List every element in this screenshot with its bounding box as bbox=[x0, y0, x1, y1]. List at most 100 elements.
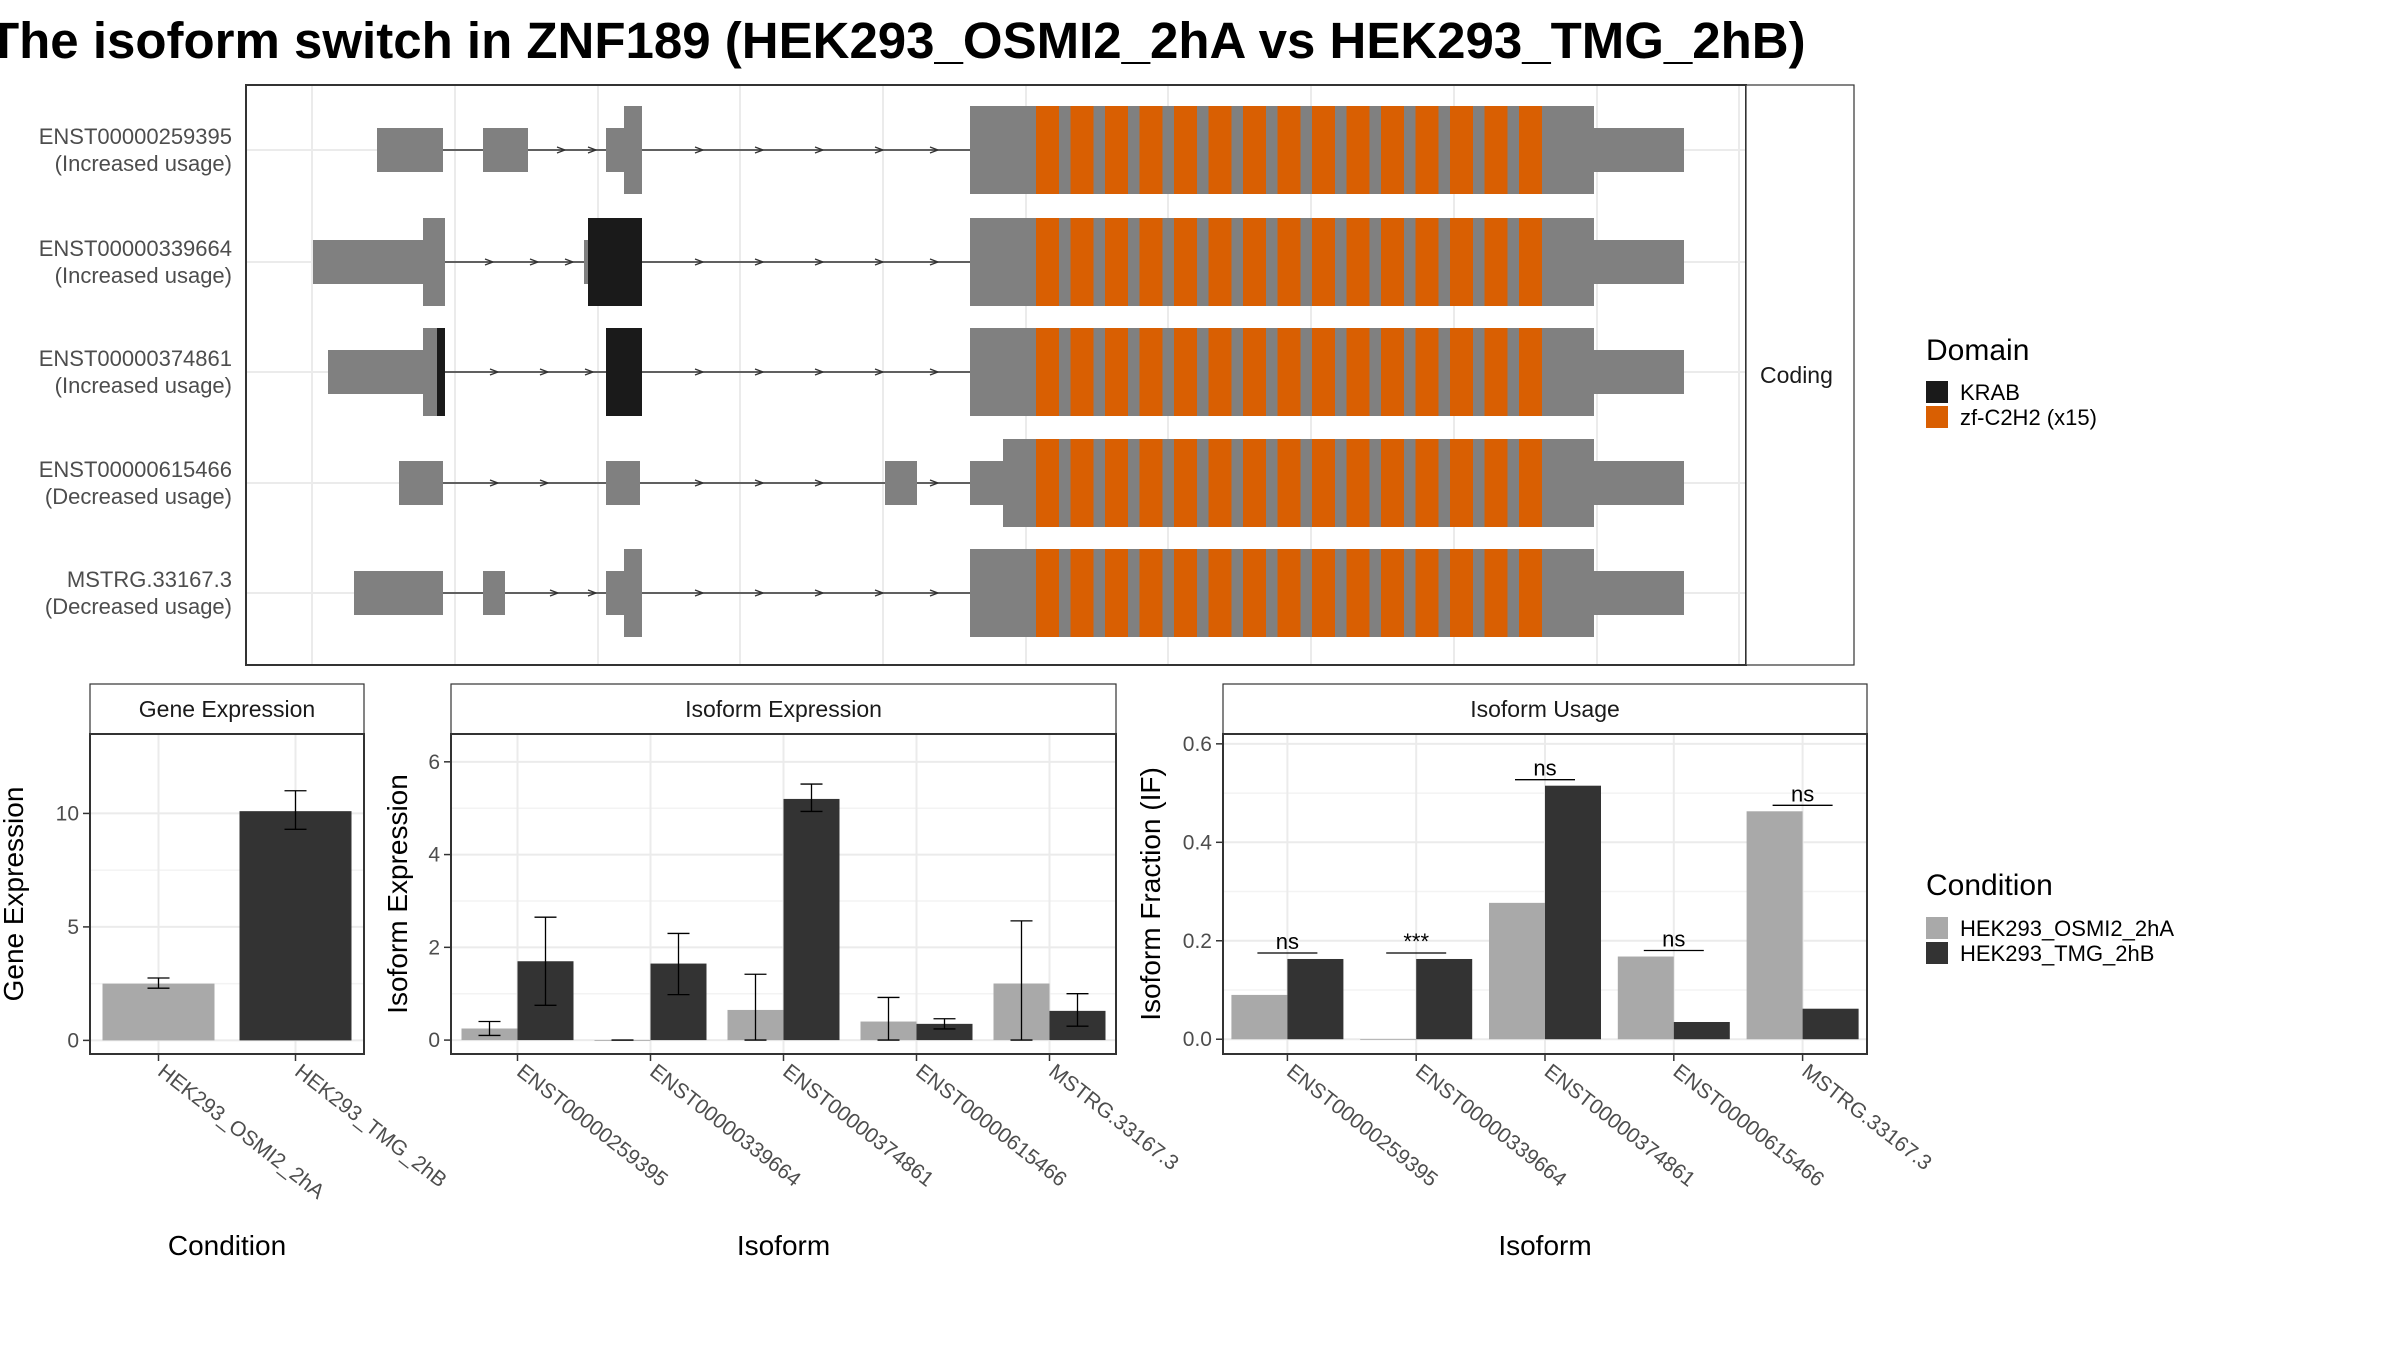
intron-arrow bbox=[556, 146, 567, 154]
significance-label: ns bbox=[1791, 781, 1814, 806]
intron-arrow bbox=[929, 368, 940, 376]
cds-exon bbox=[970, 328, 1034, 416]
intron-arrow bbox=[754, 479, 765, 487]
zf-c2h2-domain bbox=[1139, 549, 1163, 637]
zf-c2h2-domain bbox=[1484, 439, 1508, 527]
intron-arrow bbox=[874, 258, 885, 266]
zf-c2h2-domain bbox=[1415, 218, 1439, 306]
zf-c2h2-domain bbox=[1484, 328, 1508, 416]
zf-c2h2-domain bbox=[1346, 106, 1370, 194]
zf-c2h2-domain bbox=[1484, 106, 1508, 194]
zf-c2h2-domain bbox=[1277, 549, 1301, 637]
utr-exon bbox=[606, 461, 640, 505]
condition-legend-title: Condition bbox=[1926, 869, 2053, 902]
zf-c2h2-domain bbox=[1381, 439, 1404, 527]
zf-c2h2-domain bbox=[1519, 106, 1542, 194]
zf-c2h2-domain bbox=[1243, 549, 1266, 637]
zf-c2h2-domain bbox=[1105, 218, 1128, 306]
isoform-status-label: (Increased usage) bbox=[55, 263, 232, 288]
legend-cond2-label: HEK293_TMG_2hB bbox=[1960, 941, 2154, 966]
significance-label: ns bbox=[1662, 927, 1685, 952]
bar-HEK293_OSMI2_2hA bbox=[102, 983, 215, 1041]
utr-exon bbox=[1594, 350, 1684, 394]
zf-c2h2-domain bbox=[1036, 328, 1059, 416]
zf-c2h2-domain bbox=[1450, 218, 1473, 306]
legend-zf-label: zf-C2H2 (x15) bbox=[1960, 405, 2097, 430]
x-tick-label: MSTRG.33167.3 bbox=[1044, 1060, 1182, 1175]
krab-domain bbox=[606, 328, 642, 416]
intron-arrow bbox=[484, 258, 495, 266]
y-tick-label: 10 bbox=[56, 802, 79, 825]
condition-legend: Condition HEK293_OSMI2_2hA HEK293_TMG_2h… bbox=[1926, 869, 2174, 966]
utr-exon bbox=[1594, 240, 1684, 284]
zf-c2h2-domain bbox=[1277, 106, 1301, 194]
zf-c2h2-domain bbox=[1381, 218, 1404, 306]
y-tick-label: 2 bbox=[428, 936, 440, 959]
figure-title: The isoform switch in ZNF189 (HEK293_OSM… bbox=[0, 12, 1806, 69]
zf-c2h2-domain bbox=[1139, 328, 1163, 416]
intron-arrow bbox=[489, 479, 500, 487]
utr-exon bbox=[313, 240, 433, 284]
bar-ENST00000259395 bbox=[1287, 958, 1344, 1040]
isoform-status-label: (Decreased usage) bbox=[45, 484, 232, 509]
x-axis-label: Condition bbox=[168, 1230, 286, 1261]
isoform-structure-ENST00000374861 bbox=[328, 328, 1684, 416]
y-axis-label: Isoform Fraction (IF) bbox=[1135, 767, 1166, 1021]
zf-c2h2-domain bbox=[1312, 439, 1335, 527]
utr-exon bbox=[483, 571, 505, 615]
zf-c2h2-domain bbox=[1450, 328, 1473, 416]
intron-arrow bbox=[929, 479, 940, 487]
zf-c2h2-domain bbox=[1070, 549, 1094, 637]
intron-arrow bbox=[539, 368, 550, 376]
zf-c2h2-domain bbox=[1174, 106, 1197, 194]
legend-cond1-label: HEK293_OSMI2_2hA bbox=[1960, 916, 2174, 941]
y-tick-label: 0.4 bbox=[1183, 831, 1213, 854]
zf-c2h2-domain bbox=[1174, 218, 1197, 306]
intron-arrow bbox=[874, 589, 885, 597]
intron-arrow bbox=[529, 258, 540, 266]
coding-strip bbox=[1745, 84, 1855, 666]
cds-exon bbox=[970, 218, 1034, 306]
x-tick-label: HEK293_TMG_2hB bbox=[290, 1060, 450, 1192]
zf-c2h2-domain bbox=[1070, 218, 1094, 306]
y-axis-label: Gene Expression bbox=[0, 787, 29, 1002]
bar-ENST00000615466 bbox=[1673, 1022, 1730, 1040]
krab-domain bbox=[588, 218, 642, 306]
zf-c2h2-domain bbox=[1208, 439, 1232, 527]
krab-domain bbox=[437, 328, 445, 416]
intron-arrow bbox=[814, 146, 825, 154]
zf-c2h2-domain bbox=[1174, 439, 1197, 527]
zf-c2h2-domain bbox=[1346, 328, 1370, 416]
zf-c2h2-domain bbox=[1484, 549, 1508, 637]
chart-strip bbox=[89, 683, 365, 735]
zf-c2h2-domain bbox=[1277, 328, 1301, 416]
zf-c2h2-domain bbox=[1312, 218, 1335, 306]
zf-c2h2-domain bbox=[1415, 328, 1439, 416]
y-tick-label: 0.2 bbox=[1183, 930, 1212, 953]
intron-arrow bbox=[929, 589, 940, 597]
zf-c2h2-domain bbox=[1312, 549, 1335, 637]
intron-arrow bbox=[754, 589, 765, 597]
significance-label: ns bbox=[1276, 929, 1299, 954]
legend-cond1-swatch bbox=[1926, 917, 1948, 939]
intron-arrow bbox=[694, 146, 705, 154]
zf-c2h2-domain bbox=[1277, 218, 1301, 306]
zf-c2h2-domain bbox=[1519, 549, 1542, 637]
intron-arrow bbox=[694, 589, 705, 597]
zf-c2h2-domain bbox=[1070, 328, 1094, 416]
y-tick-label: 0 bbox=[428, 1029, 440, 1052]
isoform-structure-ENST00000259395 bbox=[377, 106, 1684, 194]
structure-panel: Coding ENST00000259395(Increased usage)E… bbox=[39, 84, 1855, 666]
zf-c2h2-domain bbox=[1519, 328, 1542, 416]
cds-exon bbox=[970, 106, 1034, 194]
y-tick-label: 0 bbox=[67, 1029, 79, 1052]
intron-arrow bbox=[814, 479, 825, 487]
cds-exon bbox=[970, 549, 1034, 637]
intron-arrow bbox=[814, 589, 825, 597]
utr-exon bbox=[1594, 571, 1684, 615]
domain-legend-title: Domain bbox=[1926, 334, 2029, 367]
chart-title: Isoform Expression bbox=[685, 696, 882, 722]
bar-HEK293_TMG_2hB bbox=[239, 811, 352, 1041]
